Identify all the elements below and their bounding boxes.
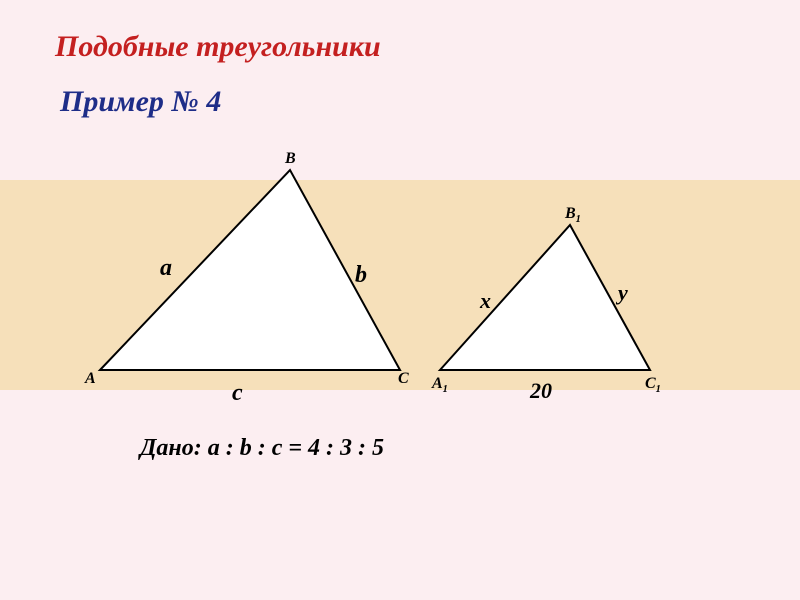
vertex-a-label: A	[85, 370, 96, 388]
vertex-a1-label: A1	[432, 375, 448, 395]
vertex-b1-label: B1	[565, 205, 581, 225]
vertex-c-label: C	[398, 370, 409, 388]
side-x-label: x	[480, 288, 491, 314]
vertex-b-label: B	[285, 150, 296, 168]
side-b-label: b	[355, 262, 367, 289]
side-y-label: y	[618, 280, 628, 306]
given-statement: Дано: a : b : c = 4 : 3 : 5	[140, 435, 384, 462]
vertex-c1-label: C1	[645, 375, 661, 395]
side-a-label: a	[160, 255, 172, 282]
side-20-label: 20	[530, 378, 552, 404]
side-c-label: c	[232, 380, 243, 407]
triangles-svg	[0, 0, 800, 600]
